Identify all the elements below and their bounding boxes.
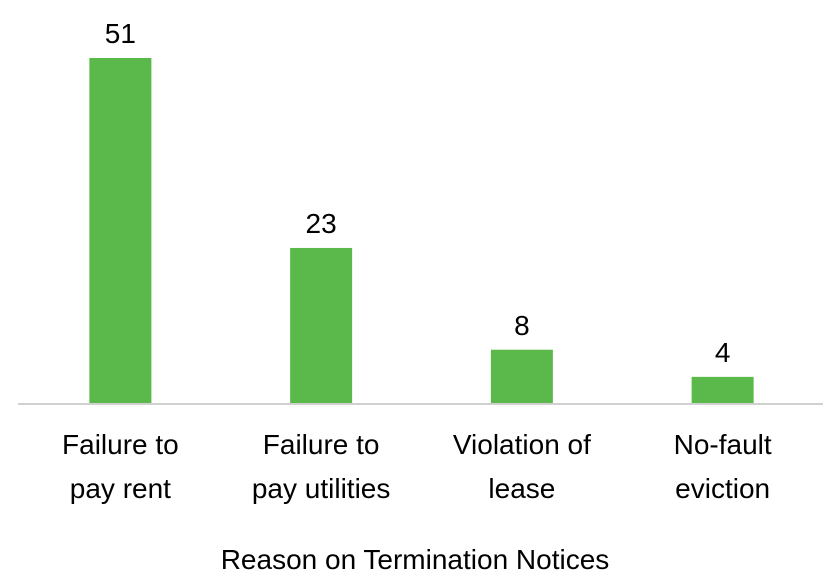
data-label: 23 bbox=[305, 207, 337, 239]
x-tick-label: Violation of lease bbox=[452, 429, 591, 504]
bar bbox=[89, 58, 152, 404]
bar bbox=[490, 349, 553, 404]
x-tick-label: Failure to pay rent bbox=[62, 429, 179, 504]
bar bbox=[290, 247, 353, 404]
data-label: 8 bbox=[514, 309, 530, 341]
x-axis-label: Reason on Termination Notices bbox=[220, 544, 610, 575]
x-tick-label: No-fault eviction bbox=[673, 429, 772, 504]
data-label: 4 bbox=[714, 336, 731, 368]
bar bbox=[691, 376, 754, 404]
x-tick-label: Failure to pay utilities bbox=[251, 429, 391, 504]
data-label: 51 bbox=[104, 18, 136, 49]
